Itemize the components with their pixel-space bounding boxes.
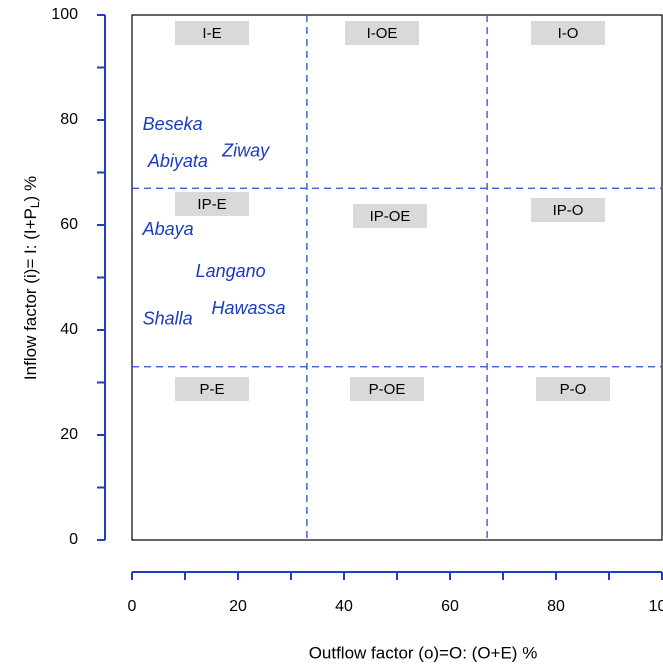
- lake-label: Hawassa: [212, 298, 286, 318]
- plot-frame: [131, 14, 663, 541]
- zone-label: I-OE: [367, 25, 398, 42]
- zone-box: [175, 192, 249, 216]
- zone-label: IP-E: [197, 196, 226, 213]
- y-tick-label: 80: [60, 111, 78, 128]
- x-tick-label: 60: [441, 598, 459, 615]
- zone-label: I-E: [202, 25, 221, 42]
- zone-label: IP-OE: [370, 208, 411, 225]
- x-axis-label: Outflow factor (o)=O: (O+E) %: [309, 643, 538, 662]
- zone-box: [536, 377, 610, 401]
- zone-box: [175, 377, 249, 401]
- y-label-main: Inflow factor (i)= I: (I+P: [21, 208, 40, 380]
- y-label-sub: L: [28, 201, 42, 208]
- lake-label: Abiyata: [147, 151, 208, 171]
- zone-box: [531, 21, 605, 45]
- y-tick-label: 40: [60, 321, 78, 338]
- y-tick-label: 60: [60, 216, 78, 233]
- zone-label: I-O: [558, 25, 579, 42]
- x-tick-label: 100: [649, 598, 663, 615]
- zone-label: P-E: [199, 381, 224, 398]
- x-tick-label: 40: [335, 598, 353, 615]
- zone-label: P-OE: [369, 381, 406, 398]
- lake-label: Ziway: [221, 140, 270, 160]
- x-tick-label: 20: [229, 598, 247, 615]
- lake-label: Shalla: [143, 308, 193, 328]
- y-axis-label: Inflow factor (i)= I: (I+PL) %: [21, 176, 42, 380]
- lake-label: Langano: [196, 261, 266, 281]
- zone-box: [531, 198, 605, 222]
- y-label-end: ) %: [21, 176, 40, 202]
- lake-label: Beseka: [143, 114, 203, 134]
- zone-box: [345, 21, 419, 45]
- y-tick-label: 20: [60, 426, 78, 443]
- x-tick-label: 0: [128, 598, 137, 615]
- zone-label: IP-O: [553, 202, 584, 219]
- zone-label: P-O: [560, 381, 587, 398]
- y-tick-label: 100: [51, 6, 78, 23]
- zone-box: [353, 204, 427, 228]
- zone-box: [350, 377, 424, 401]
- zone-box: [175, 21, 249, 45]
- x-tick-label: 80: [547, 598, 565, 615]
- y-tick-label: 0: [69, 531, 78, 548]
- lake-label: Abaya: [142, 219, 194, 239]
